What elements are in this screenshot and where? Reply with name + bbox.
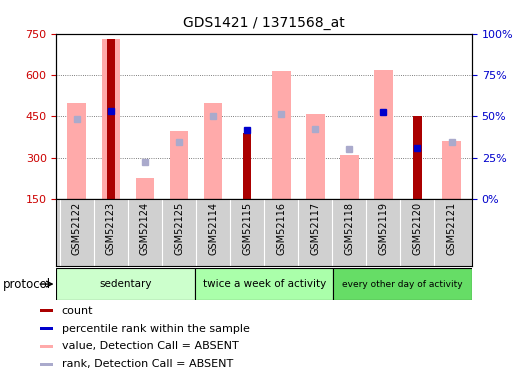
Bar bbox=[340, 155, 359, 199]
Bar bbox=[102, 39, 120, 199]
Text: sedentary: sedentary bbox=[100, 279, 152, 289]
Text: GSM52115: GSM52115 bbox=[242, 202, 252, 255]
Text: GSM52121: GSM52121 bbox=[446, 202, 457, 255]
Bar bbox=[272, 71, 290, 199]
Bar bbox=[40, 309, 53, 312]
Bar bbox=[56, 268, 195, 300]
Bar bbox=[195, 268, 333, 300]
Text: rank, Detection Call = ABSENT: rank, Detection Call = ABSENT bbox=[62, 359, 233, 369]
Bar bbox=[40, 345, 53, 348]
Text: GSM52117: GSM52117 bbox=[310, 202, 320, 255]
Text: GSM52120: GSM52120 bbox=[412, 202, 423, 255]
Text: GSM52122: GSM52122 bbox=[72, 202, 82, 255]
Bar bbox=[306, 114, 325, 199]
Text: protocol: protocol bbox=[3, 278, 51, 291]
Text: GSM52119: GSM52119 bbox=[379, 202, 388, 255]
Text: twice a week of activity: twice a week of activity bbox=[203, 279, 326, 289]
Bar bbox=[442, 141, 461, 199]
Bar bbox=[68, 102, 86, 199]
Bar bbox=[333, 268, 472, 300]
Bar bbox=[40, 363, 53, 366]
Bar bbox=[204, 102, 223, 199]
Title: GDS1421 / 1371568_at: GDS1421 / 1371568_at bbox=[183, 16, 345, 30]
Text: percentile rank within the sample: percentile rank within the sample bbox=[62, 324, 249, 334]
Text: GSM52116: GSM52116 bbox=[276, 202, 286, 255]
Bar bbox=[107, 39, 115, 199]
Bar bbox=[413, 116, 422, 199]
Text: GSM52118: GSM52118 bbox=[344, 202, 354, 255]
Bar bbox=[40, 327, 53, 330]
Text: count: count bbox=[62, 306, 93, 316]
Text: GSM52125: GSM52125 bbox=[174, 202, 184, 255]
Text: GSM52124: GSM52124 bbox=[140, 202, 150, 255]
Text: GSM52123: GSM52123 bbox=[106, 202, 116, 255]
Text: every other day of activity: every other day of activity bbox=[342, 280, 463, 289]
Bar bbox=[374, 69, 393, 199]
Text: GSM52114: GSM52114 bbox=[208, 202, 218, 255]
Bar bbox=[243, 133, 251, 199]
Bar bbox=[170, 131, 188, 199]
Bar bbox=[135, 178, 154, 199]
Text: value, Detection Call = ABSENT: value, Detection Call = ABSENT bbox=[62, 341, 239, 351]
